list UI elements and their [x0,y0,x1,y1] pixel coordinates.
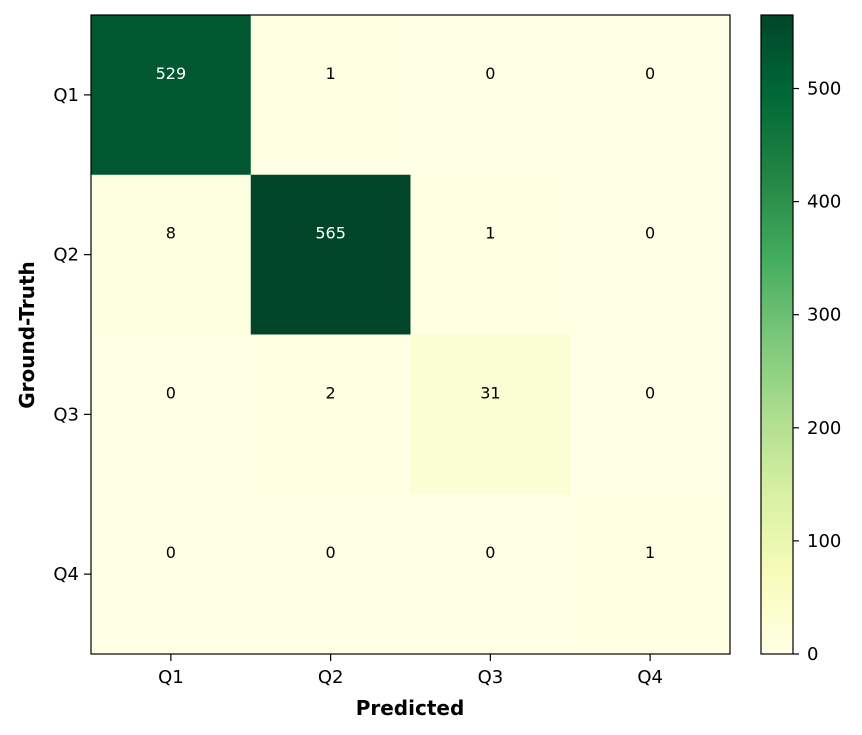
y-tick-label: Q2 [53,245,79,266]
x-axis-ticks: Q1 Q2 Q3 Q4 [158,654,663,688]
cell-value-label: 8 [166,224,176,243]
cell-value-label: 0 [166,543,176,562]
heatmap-cell [570,334,731,495]
heatmap-cell [91,494,252,655]
plot-frame [90,14,731,655]
heatmap-cell [250,334,411,495]
cell-value-label: 565 [315,224,346,243]
cell-labels: 529 1 0 0 8 565 1 0 0 2 31 0 0 0 0 1 [156,64,656,562]
heatmap-cell [250,494,411,655]
colorbar-ticks: 0 100 200 300 400 500 [793,79,841,665]
heatmap-cell [570,494,731,655]
x-tick-label: Q2 [318,667,344,688]
cell-value-label: 529 [156,64,187,83]
cell-value-label: 0 [485,64,495,83]
heatmap-cells [91,15,731,655]
heatmap-cell [570,15,731,176]
x-axis-label: Predicted [356,696,465,720]
cell-value-label: 1 [326,64,336,83]
y-tick-label: Q4 [53,564,79,585]
colorbar-tick-label: 300 [807,305,841,326]
cell-value-label: 1 [645,543,655,562]
cell-value-label: 0 [645,64,655,83]
cell-value-label: 0 [645,224,655,243]
heatmap-cell [410,174,571,335]
colorbar [760,14,794,655]
heatmap-cell [91,334,252,495]
heatmap-cell [570,174,731,335]
heatmap-cell [91,174,252,335]
cell-value-label: 1 [485,224,495,243]
y-axis-ticks: Q1 Q2 Q3 Q4 [53,85,91,585]
cell-value-label: 0 [326,543,336,562]
colorbar-tick-label: 500 [807,79,841,100]
x-tick-label: Q1 [158,667,184,688]
y-tick-label: Q3 [53,404,79,425]
heatmap-cell [250,15,411,176]
x-tick-label: Q4 [637,667,663,688]
colorbar-tick-label: 400 [807,192,841,213]
cell-value-label: 2 [326,383,336,402]
cell-value-label: 0 [166,383,176,402]
x-tick-label: Q3 [478,667,504,688]
heatmap-cell [91,15,252,176]
cell-value-label: 0 [485,543,495,562]
cell-value-label: 0 [645,383,655,402]
heatmap-cell [410,15,571,176]
colorbar-tick-label: 100 [807,531,841,552]
heatmap-cell [250,174,411,335]
colorbar-tick-label: 0 [807,644,818,665]
y-axis-label: Ground-Truth [15,261,39,409]
heatmap-cell [410,494,571,655]
heatmap-cell [410,334,571,495]
y-tick-label: Q1 [53,85,79,106]
colorbar-tick-label: 200 [807,418,841,439]
cell-value-label: 31 [480,383,500,402]
